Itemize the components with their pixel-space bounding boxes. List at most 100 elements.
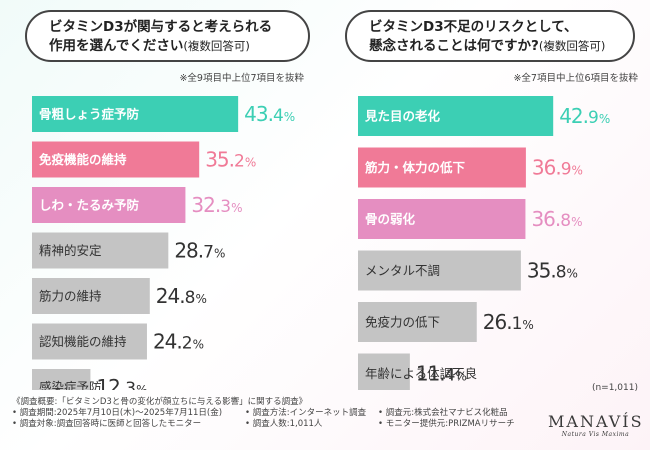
chart-panel-right: ビタミンD3不足のリスクとして、 懸念されることは何ですか?(複数回答可) ※全…: [330, 0, 650, 390]
chart-title-left-suffix: (複数回答可): [183, 39, 250, 53]
bar-chart-left: 骨粗しょう症予防 43.4%免疫機能の維持 35.2%しわ・たるみ予防 32.3%精神…: [32, 96, 296, 391]
bar-label-left-6: 認知機能の維持: [39, 334, 127, 349]
value-dec-right-3: 8: [560, 211, 570, 231]
value-int-left-1: 43.: [244, 102, 273, 126]
chart-title-right-line1: ビタミンD3不足のリスクとして、: [369, 19, 578, 35]
bar-left-6: [32, 323, 147, 360]
value-label-left-3: 32.3%: [191, 193, 242, 217]
brand-name: MANAVÍS: [548, 412, 644, 431]
value-pct-right-6: %: [456, 370, 467, 384]
brand-tagline: Natura Vis Maxima: [561, 431, 630, 438]
bar-right-6: [358, 353, 410, 390]
value-label-right-1: 42.9%: [559, 104, 610, 128]
sample-size: (n=1,011): [591, 383, 638, 393]
value-label-left-7: 12.3%: [96, 375, 147, 390]
value-dec-left-6: 2: [182, 334, 192, 354]
footer-row: • 調査期間:2025年7月10日(木)〜2025年7月11日(金) • 調査方…: [12, 408, 532, 419]
bar-right-2: [358, 147, 526, 188]
bar-label-left-4: 精神的安定: [39, 243, 102, 258]
survey-footer: 《調査概要:「ビタミンD3と骨の変化が顔立ちに与える影響」に関する調査》 • 調…: [12, 397, 532, 430]
value-int-right-6: 11.: [416, 362, 445, 386]
value-pct-left-3: %: [231, 201, 242, 215]
chart-note-right: ※全7項目中上位6項目を抜粋: [513, 73, 638, 84]
bar-right-1: [358, 96, 554, 136]
chart-note-left: ※全9項目中上位7項目を抜粋: [179, 73, 304, 84]
footer-period: • 調査期間:2025年7月10日(木)〜2025年7月11日(金): [12, 408, 223, 418]
value-label-left-2: 35.2%: [205, 148, 256, 172]
value-int-left-2: 35.: [205, 148, 234, 172]
value-int-left-6: 24.: [153, 330, 182, 354]
bar-left-5: [32, 278, 150, 314]
bar-chart-right: 見た目の老化 42.9%筋力・体力の低下 36.9%骨の弱化 36.8%メンタル不調 3…: [358, 96, 611, 390]
value-label-left-5: 24.8%: [156, 284, 207, 308]
value-dec-left-1: 4: [273, 106, 283, 126]
bar-label-left-5: 筋力の維持: [39, 289, 102, 304]
value-label-right-2: 36.9%: [532, 156, 583, 180]
footer-source: • 調査元:株式会社マナビス化粧品: [378, 408, 508, 418]
chart-title-left-line1: ビタミンD3が関与すると考えられる: [49, 19, 273, 35]
value-pct-right-4: %: [567, 267, 578, 281]
value-pct-right-5: %: [522, 318, 533, 332]
value-dec-left-3: 3: [220, 197, 230, 217]
brand-logo: MANAVÍS Natura Vis Maxima: [548, 412, 643, 438]
value-label-right-4: 35.8%: [527, 259, 578, 283]
value-pct-left-5: %: [195, 292, 206, 306]
chart-title-right-line2: 懸念されることは何ですか?: [369, 38, 539, 54]
bar-left-7: [32, 369, 91, 390]
footer-method: • 調査方法:インターネット調査: [245, 408, 367, 418]
bar-label-right-3: 骨の弱化: [365, 212, 416, 227]
value-label-right-5: 26.1%: [483, 310, 534, 334]
value-dec-right-1: 9: [588, 108, 598, 128]
chart-title-right-suffix: (複数回答可): [538, 39, 606, 53]
bar-left-3: [32, 187, 186, 223]
value-dec-left-4: 7: [203, 243, 213, 263]
value-label-left-6: 24.2%: [153, 330, 204, 354]
value-int-right-3: 36.: [531, 207, 560, 231]
bar-label-right-5: 免疫力の低下: [365, 315, 440, 330]
value-label-right-6: 11.4%: [416, 362, 467, 386]
bar-label-right-6: 年齢による体調不良: [365, 366, 477, 381]
value-pct-left-7: %: [136, 383, 147, 390]
value-dec-right-4: 8: [556, 263, 566, 283]
value-dec-right-6: 4: [445, 366, 455, 386]
value-dec-left-5: 8: [185, 288, 195, 308]
value-pct-right-2: %: [572, 164, 583, 178]
value-int-left-7: 12.: [96, 375, 125, 390]
value-int-right-5: 26.: [483, 310, 512, 334]
bar-left-1: [32, 96, 239, 132]
value-pct-right-3: %: [571, 215, 582, 229]
footer-count: • 調査人数:1,011人: [245, 419, 323, 429]
footer-provider: • モニター提供元:PRIZMAリサーチ: [378, 419, 515, 429]
bar-label-right-2: 筋力・体力の低下: [364, 160, 466, 175]
value-int-left-3: 32.: [191, 193, 220, 217]
bar-label-left-7: 感染症予防: [39, 380, 102, 391]
bar-label-left-2: 免疫機能の維持: [39, 152, 127, 167]
chart-panel-left: ビタミンD3が関与すると考えられる 作用を選んでください(複数回答可) ※全9項…: [0, 0, 320, 390]
value-label-right-3: 36.8%: [531, 207, 582, 231]
bar-label-left-1: 骨粗しょう症予防: [39, 107, 140, 122]
footer-target: • 調査対象:調査回答時に医師と回答したモニター: [12, 419, 202, 429]
value-int-right-1: 42.: [559, 104, 588, 128]
value-label-left-4: 28.7%: [174, 239, 225, 263]
value-dec-right-5: 1: [512, 314, 522, 334]
value-pct-left-4: %: [214, 247, 225, 261]
value-label-left-1: 43.4%: [244, 102, 295, 126]
footer-row: • 調査対象:調査回答時に医師と回答したモニター • 調査人数:1,011人 •…: [12, 419, 532, 430]
value-dec-left-2: 2: [234, 152, 244, 172]
bar-label-right-1: 見た目の老化: [364, 109, 441, 124]
bar-right-3: [358, 199, 526, 239]
value-pct-right-1: %: [599, 112, 610, 126]
chart-title-left-line2: 作用を選んでください: [49, 38, 184, 54]
bar-label-right-4: メンタル不調: [365, 263, 440, 278]
value-int-left-5: 24.: [156, 284, 185, 308]
value-int-right-2: 36.: [532, 156, 561, 180]
bar-left-4: [32, 232, 169, 269]
survey-overview: 《調査概要:「ビタミンD3と骨の変化が顔立ちに与える影響」に関する調査》: [12, 397, 308, 407]
bar-right-5: [358, 302, 477, 342]
value-dec-left-7: 3: [125, 379, 135, 390]
chart-title-right: ビタミンD3不足のリスクとして、 懸念されることは何ですか?(複数回答可): [345, 10, 635, 62]
value-int-right-4: 35.: [527, 259, 556, 283]
value-int-left-4: 28.: [174, 239, 203, 263]
bar-left-2: [32, 141, 200, 178]
bar-right-4: [358, 250, 521, 291]
